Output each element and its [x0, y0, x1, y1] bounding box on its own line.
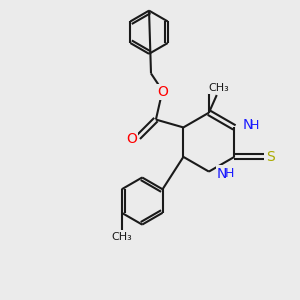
Text: H: H	[225, 167, 234, 180]
Text: methyl: methyl	[209, 85, 214, 86]
Text: O: O	[126, 132, 137, 146]
Text: O: O	[157, 85, 168, 99]
Text: S: S	[266, 150, 275, 164]
Text: N: N	[217, 167, 227, 181]
Text: methyl: methyl	[208, 84, 213, 85]
Text: CH₃: CH₃	[208, 83, 229, 93]
Text: H: H	[250, 119, 260, 132]
Text: CH₃: CH₃	[111, 232, 132, 242]
Text: N: N	[242, 118, 253, 133]
